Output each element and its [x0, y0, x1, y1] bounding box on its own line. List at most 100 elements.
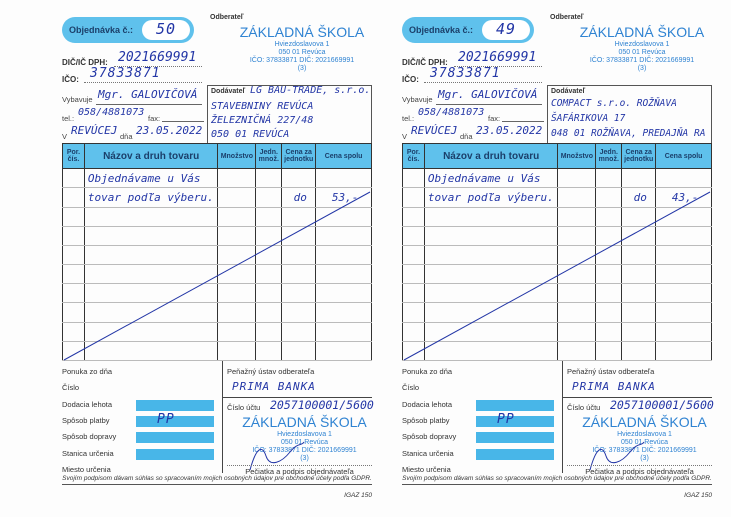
table-row: Objednávame u Vás: [402, 168, 712, 189]
supplier-line: 050 01 REVÚCA: [211, 129, 290, 140]
handled-line: [96, 104, 202, 105]
dic-label: DIČ/IČ DPH:: [62, 58, 108, 67]
table-row: [62, 302, 372, 323]
supplier-line: STAVEBNINY REVÚCA: [211, 101, 314, 112]
date-value: 23.05.2022: [136, 124, 203, 137]
tel-label: tel.:: [402, 114, 415, 123]
table-cell: [423, 302, 559, 323]
blue-field: [476, 432, 554, 444]
place-label: V: [402, 132, 408, 141]
table-cell: tovar podľa výberu.: [423, 187, 559, 208]
handled-value: Mgr. GALOVIČOVÁ: [98, 88, 198, 101]
table-cell: [423, 245, 559, 266]
table-cell: [557, 207, 597, 227]
table-cell: [315, 322, 372, 342]
table-row: [402, 264, 712, 285]
table-cell: [281, 322, 317, 342]
column-header: Množstvo: [557, 142, 597, 170]
customer-street: Hviezdoslavova 1: [274, 41, 330, 48]
table-cell: [217, 168, 257, 189]
signature: [249, 441, 305, 471]
items-table: Por. čís. Názov a druh tovaru Množstvo Jedn…: [62, 142, 372, 362]
handled-line: [436, 104, 542, 105]
table-cell: [557, 283, 597, 304]
table-cell: [557, 187, 597, 208]
items-table: Por. čís. Názov a druh tovaru Množstvo Jedn…: [402, 142, 712, 362]
table-cell: [557, 226, 597, 246]
bottom-label: Stanica určenia: [402, 448, 454, 458]
dic-value: 2021669991: [118, 50, 197, 65]
fax-line: [162, 121, 204, 122]
column-header: Por. čís.: [402, 142, 425, 170]
dic-line: [114, 66, 202, 67]
customer-street: Hviezdoslavova 1: [614, 41, 670, 48]
table-row: tovar podľa výberu. do 53,-: [62, 187, 372, 208]
bottom-label: Spôsob dopravy: [402, 432, 457, 442]
stamp-name: ZÁKLADNÁ ŠKOLA: [242, 414, 367, 430]
bottom-label: Spôsob platby: [62, 415, 110, 425]
supplier-box: Dodávateľ COMPACT s.r.o. ROŽŇAVA ŠAFÁRIKO…: [547, 85, 712, 143]
table-cell: 53,-: [315, 187, 372, 208]
bank-label: Peňažný ústav odberateľa: [567, 367, 655, 376]
gdpr-note: Svojím podpisom dávam súhlas so spracova…: [62, 475, 372, 485]
table-cell: [281, 207, 317, 227]
table-cell: [557, 322, 597, 342]
column-header: Názov a druh tovaru: [423, 142, 559, 170]
table-cell: [655, 302, 712, 323]
table-cell: [281, 302, 317, 323]
table-cell: [83, 207, 219, 227]
column-header: Cena za jednotku: [621, 142, 657, 170]
table-cell: [217, 283, 257, 304]
table-cell: [621, 245, 657, 266]
table-cell: [423, 226, 559, 246]
bottom-label: Číslo: [62, 383, 80, 393]
table-cell: [655, 283, 712, 304]
bottom-label: Miesto určenia: [402, 464, 451, 474]
table-cell: [621, 283, 657, 304]
table-cell: [281, 264, 317, 285]
ico-value: 37833871: [430, 66, 501, 81]
table-cell: [621, 341, 657, 362]
signature: [589, 441, 645, 471]
table-cell: [83, 245, 219, 266]
stamp-ids: IČO: 37833871 DIČ: 2021669991: [252, 447, 357, 454]
strike-diagonal-line: [63, 191, 371, 361]
date-value: 23.05.2022: [476, 124, 543, 137]
table-row: [62, 341, 372, 362]
stamp-city: 050 01 Revúca: [280, 439, 329, 446]
bank-line: [222, 397, 372, 398]
table-cell: [217, 207, 257, 227]
order-form: Objednávka č.: 49 Odberateľ ZÁKLADNÁ ŠKO…: [402, 0, 714, 517]
column-header: Názov a druh tovaru: [83, 142, 219, 170]
stamp-code: (3): [300, 455, 309, 462]
fax-line: [502, 121, 544, 122]
blue-field: [136, 415, 214, 427]
table-header: Por. čís. Názov a druh tovaru Množstvo Jedn…: [62, 142, 372, 170]
table-cell: [83, 264, 219, 285]
customer-name: ZÁKLADNÁ ŠKOLA: [239, 24, 365, 40]
table-row: [402, 207, 712, 227]
ico-label: IČO:: [62, 75, 79, 84]
table-cell: [423, 341, 559, 362]
table-row: [402, 341, 712, 362]
fax-label: fax:: [488, 114, 501, 123]
table-cell: [315, 245, 372, 266]
table-cell: [655, 168, 712, 189]
handled-label: Vybavuje: [62, 95, 93, 104]
ico-line: [424, 82, 542, 83]
date-label: dňa: [460, 132, 473, 141]
customer-name: ZÁKLADNÁ ŠKOLA: [579, 24, 705, 40]
table-cell: Objednávame u Vás: [83, 168, 219, 189]
table-cell: [423, 322, 559, 342]
bottom-label: Ponuka zo dňa: [402, 367, 453, 376]
customer-label: Odberateľ: [210, 14, 244, 21]
table-cell: [655, 245, 712, 266]
blue-field: [476, 415, 554, 427]
tel-label: tel.:: [62, 114, 75, 123]
stamp-label: Pečiatka a podpis objednávateľa: [245, 467, 354, 476]
table-cell: [315, 207, 372, 227]
table-cell: [217, 226, 257, 246]
stamp-name: ZÁKLADNÁ ŠKOLA: [582, 414, 707, 430]
place-value: REVÚCEJ: [411, 124, 458, 137]
table-cell: [621, 207, 657, 227]
